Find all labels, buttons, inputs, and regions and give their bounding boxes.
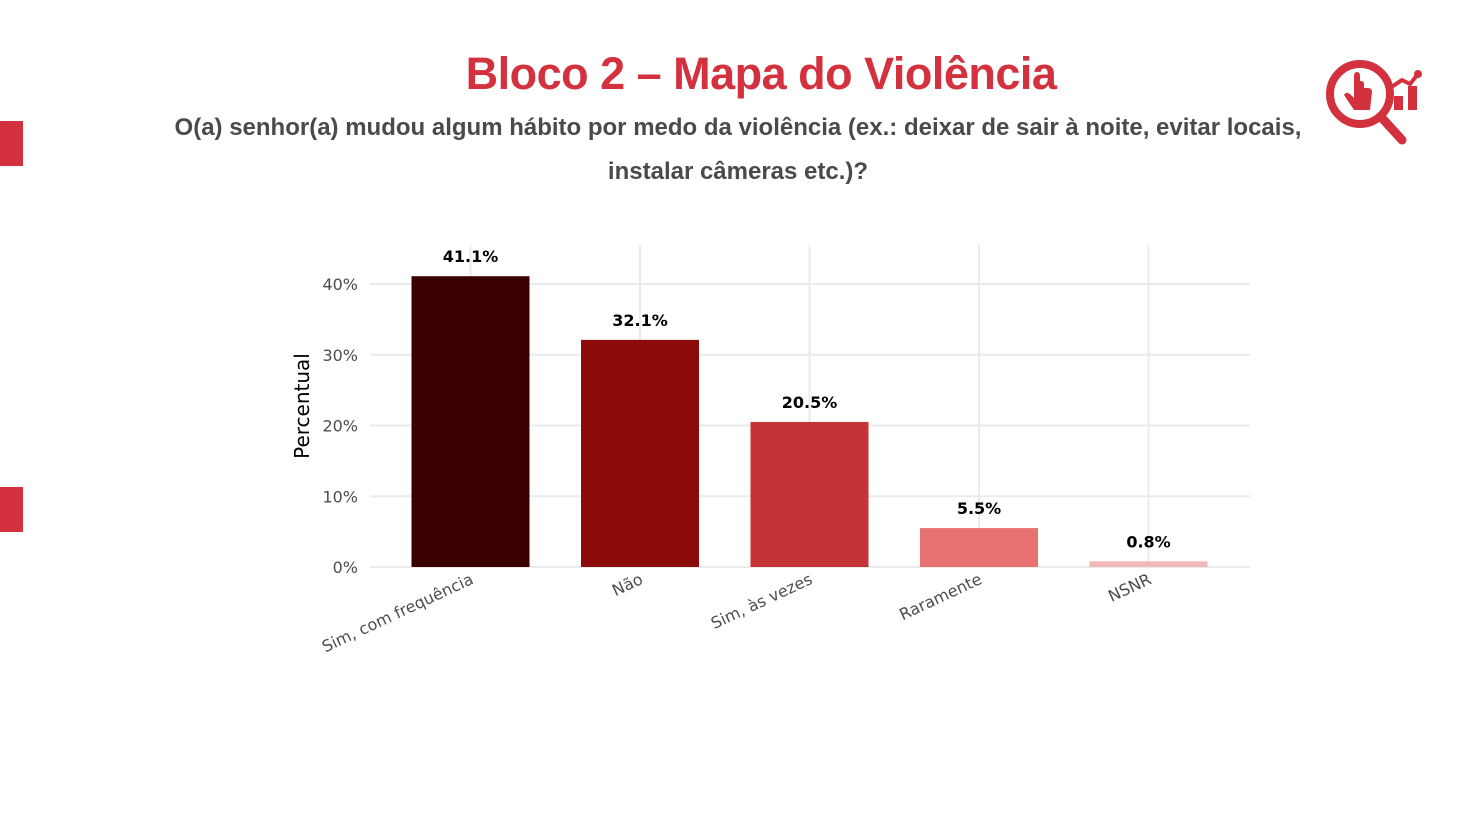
y-tick-label: 20% [322,417,358,436]
x-tick-label: NSNR [1105,569,1154,605]
slide-title: Bloco 2 – Mapa do Violência [465,48,1057,99]
bar-value-label: 32.1% [612,311,668,330]
x-tick-label: Sim, às vezes [708,569,815,632]
x-tick-label: Não [609,569,646,600]
bar-value-label: 41.1% [443,247,499,266]
side-accent-bar-bottom [0,487,23,532]
y-tick-label: 0% [333,558,358,577]
side-accent-bar-top [0,121,23,166]
y-tick-label: 10% [322,487,358,506]
y-tick-label: 30% [322,346,358,365]
bar [750,421,869,567]
bar-value-label: 20.5% [782,393,838,412]
search-analytics-icon [1326,60,1422,145]
bar-value-label: 0.8% [1126,532,1170,551]
y-axis-title: Percentual [290,353,314,459]
bar [920,528,1038,567]
bar-value-label: 5.5% [957,499,1001,518]
bar [581,339,699,567]
bar [1089,561,1208,567]
slide-subtitle: O(a) senhor(a) mudou algum hábito por me… [174,114,1302,185]
bar [411,276,530,567]
x-tick-label: Raramente [896,569,984,624]
y-tick-label: 40% [322,275,358,294]
x-tick-label: Sim, com frequência [319,569,476,656]
